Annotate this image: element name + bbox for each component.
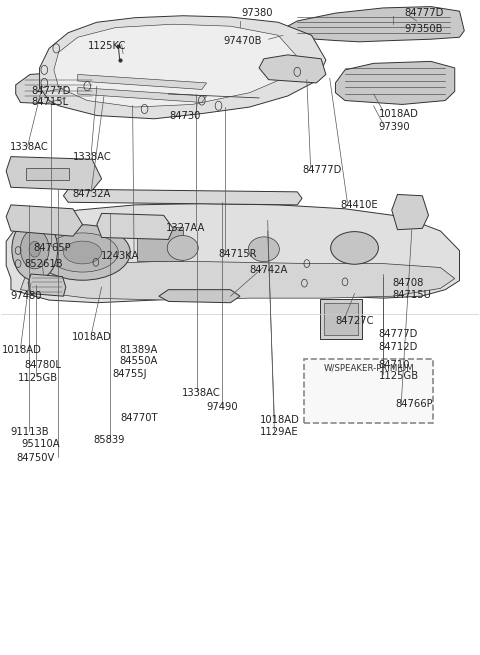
Text: 1125KC: 1125KC — [88, 41, 127, 50]
Circle shape — [12, 218, 58, 280]
Text: 84715U: 84715U — [393, 290, 432, 300]
Polygon shape — [28, 274, 66, 296]
Text: 84715L: 84715L — [31, 98, 68, 107]
Polygon shape — [159, 290, 240, 303]
Text: 97390: 97390 — [378, 122, 410, 132]
Polygon shape — [6, 157, 102, 191]
Polygon shape — [54, 24, 297, 107]
Bar — [304, 359, 433, 422]
Ellipse shape — [248, 237, 279, 261]
Text: 84730: 84730 — [169, 111, 201, 121]
Polygon shape — [6, 204, 459, 303]
Text: W/SPEAKER-PRIMIUM: W/SPEAKER-PRIMIUM — [324, 364, 414, 373]
Text: 1018AD: 1018AD — [72, 332, 112, 343]
Bar — [320, 299, 362, 339]
Text: 85261B: 85261B — [24, 259, 63, 269]
Text: 1018AD: 1018AD — [260, 415, 300, 425]
Text: 84550A: 84550A — [120, 356, 158, 366]
Text: 84766P: 84766P — [395, 400, 433, 409]
Polygon shape — [392, 195, 429, 230]
Text: 1327AA: 1327AA — [166, 223, 205, 233]
Text: 1338AC: 1338AC — [10, 143, 49, 153]
Text: 1125GB: 1125GB — [18, 373, 58, 383]
Text: 84755J: 84755J — [112, 369, 146, 379]
Text: 85839: 85839 — [93, 435, 124, 445]
Ellipse shape — [35, 225, 130, 280]
Polygon shape — [288, 7, 464, 42]
Text: 97490: 97490 — [206, 402, 238, 412]
Text: 84727C: 84727C — [336, 316, 374, 326]
Text: 1125GB: 1125GB — [378, 371, 419, 381]
Text: 84777D: 84777D — [302, 164, 341, 175]
Ellipse shape — [63, 241, 102, 264]
Text: 84780L: 84780L — [24, 360, 61, 370]
Text: 81389A: 81389A — [120, 345, 158, 355]
Text: 84777D: 84777D — [31, 86, 71, 96]
Polygon shape — [78, 88, 206, 102]
Bar — [137, 227, 183, 261]
Polygon shape — [16, 72, 107, 105]
Text: 84410E: 84410E — [340, 200, 378, 210]
Text: 84750V: 84750V — [17, 453, 55, 463]
Text: 84732A: 84732A — [72, 189, 110, 199]
Text: 1338AC: 1338AC — [182, 388, 220, 398]
Text: 1129AE: 1129AE — [260, 427, 299, 437]
Text: 84770T: 84770T — [120, 413, 157, 422]
Polygon shape — [6, 205, 83, 236]
Polygon shape — [336, 62, 455, 104]
Text: 84777D: 84777D — [378, 329, 418, 339]
Text: 97380: 97380 — [241, 8, 273, 18]
Text: 97480: 97480 — [10, 291, 41, 301]
Text: 84742A: 84742A — [250, 265, 288, 275]
Text: 95110A: 95110A — [22, 439, 60, 449]
Ellipse shape — [331, 232, 378, 264]
Bar — [26, 168, 69, 180]
Polygon shape — [39, 16, 326, 119]
Polygon shape — [78, 75, 206, 90]
Text: 97470B: 97470B — [223, 35, 262, 45]
Text: 1018AD: 1018AD — [378, 109, 418, 119]
Polygon shape — [135, 29, 297, 37]
Text: 1338AC: 1338AC — [73, 151, 112, 162]
Text: 84710: 84710 — [378, 360, 410, 370]
Text: 84708: 84708 — [393, 278, 424, 288]
Text: 1243KA: 1243KA — [100, 251, 139, 261]
Text: 84777D: 84777D — [405, 8, 444, 18]
Polygon shape — [63, 189, 302, 205]
Polygon shape — [97, 214, 173, 240]
Text: 84765P: 84765P — [34, 243, 72, 253]
Bar — [324, 303, 359, 335]
Text: 84715R: 84715R — [218, 250, 257, 259]
Text: 91113B: 91113B — [10, 427, 48, 437]
Ellipse shape — [47, 233, 118, 272]
Text: 84712D: 84712D — [378, 342, 418, 352]
Polygon shape — [259, 55, 326, 83]
Polygon shape — [21, 261, 455, 300]
Circle shape — [21, 230, 49, 269]
Text: 97350B: 97350B — [405, 24, 443, 34]
Circle shape — [29, 242, 40, 257]
Ellipse shape — [167, 236, 198, 260]
Text: 1018AD: 1018AD — [2, 345, 42, 355]
